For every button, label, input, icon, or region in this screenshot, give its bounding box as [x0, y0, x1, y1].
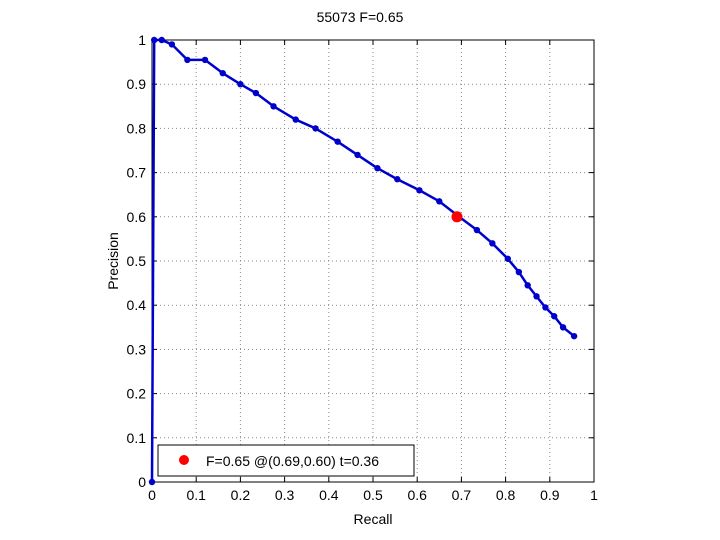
data-point [473, 226, 481, 234]
x-tick-label: 0.2 [231, 487, 251, 503]
x-tick-label: 0.6 [407, 487, 427, 503]
y-tick-label: 0.2 [127, 386, 147, 402]
legend-box [157, 444, 415, 477]
data-point [270, 103, 277, 110]
series-precision-recall [148, 36, 578, 486]
series-line [150, 38, 575, 483]
data-point [515, 268, 523, 276]
x-tick-label: 0.8 [496, 487, 516, 503]
legend: F=0.65 @(0.69,0.60) t=0.36 [157, 444, 415, 477]
data-point [237, 81, 244, 88]
legend-label: F=0.65 @(0.69,0.60) t=0.36 [206, 453, 379, 469]
chart-title: 55073 F=0.65 [317, 9, 404, 25]
x-axis-label: Recall [354, 511, 393, 527]
x-tick-label: 0 [148, 487, 156, 503]
data-point [374, 164, 381, 172]
grid [152, 40, 594, 482]
x-tick-label: 0.9 [540, 487, 560, 503]
data-point [524, 282, 531, 289]
x-tick-label: 0.3 [275, 487, 295, 503]
data-point [252, 89, 260, 97]
highlight-layer [451, 211, 463, 223]
data-point [570, 332, 578, 340]
y-tick-label: 0.5 [127, 253, 147, 269]
data-point [551, 313, 558, 320]
data-point [219, 69, 226, 77]
data-point [489, 240, 496, 247]
y-tick-label: 0.8 [127, 120, 147, 136]
x-tick-label: 0.1 [186, 487, 206, 503]
y-axis-label: Precision [105, 232, 121, 290]
data-point [394, 176, 401, 183]
y-tick-label: 0 [138, 474, 146, 490]
data-point [158, 36, 165, 44]
data-point [354, 151, 361, 159]
data-point [559, 324, 567, 331]
data-point [436, 198, 443, 205]
data-point [533, 293, 540, 300]
data-point [184, 56, 191, 64]
x-tick-label: 0.5 [363, 487, 383, 503]
data-point [168, 41, 176, 48]
data-point [151, 36, 158, 44]
data-point [292, 116, 299, 123]
y-tick-label: 0.7 [127, 165, 147, 181]
y-tick-label: 0.6 [127, 209, 147, 225]
data-point [334, 138, 341, 145]
data-point [312, 125, 319, 132]
y-tick-label: 1 [138, 32, 146, 48]
y-tick-label: 0.3 [127, 341, 147, 357]
y-tick-label: 0.9 [127, 76, 147, 92]
y-tick-label: 0.4 [127, 297, 147, 313]
data-point [504, 255, 512, 262]
x-tick-label: 1 [590, 487, 598, 503]
y-tick-label: 0.1 [127, 430, 147, 446]
x-tick-label: 0.4 [319, 487, 339, 503]
data-point [201, 56, 209, 64]
legend-marker [179, 455, 189, 465]
x-tick-label: 0.7 [452, 487, 472, 503]
data-point [148, 478, 156, 486]
f-score-point [451, 211, 463, 223]
data-point [416, 187, 423, 194]
axis-ticks: 0 0.1 0.2 0.3 0.4 0.5 0.6 0.7 0.8 0.9 1 0 0.1 0.2 0.3 0… [127, 32, 599, 503]
data-point [542, 304, 549, 311]
